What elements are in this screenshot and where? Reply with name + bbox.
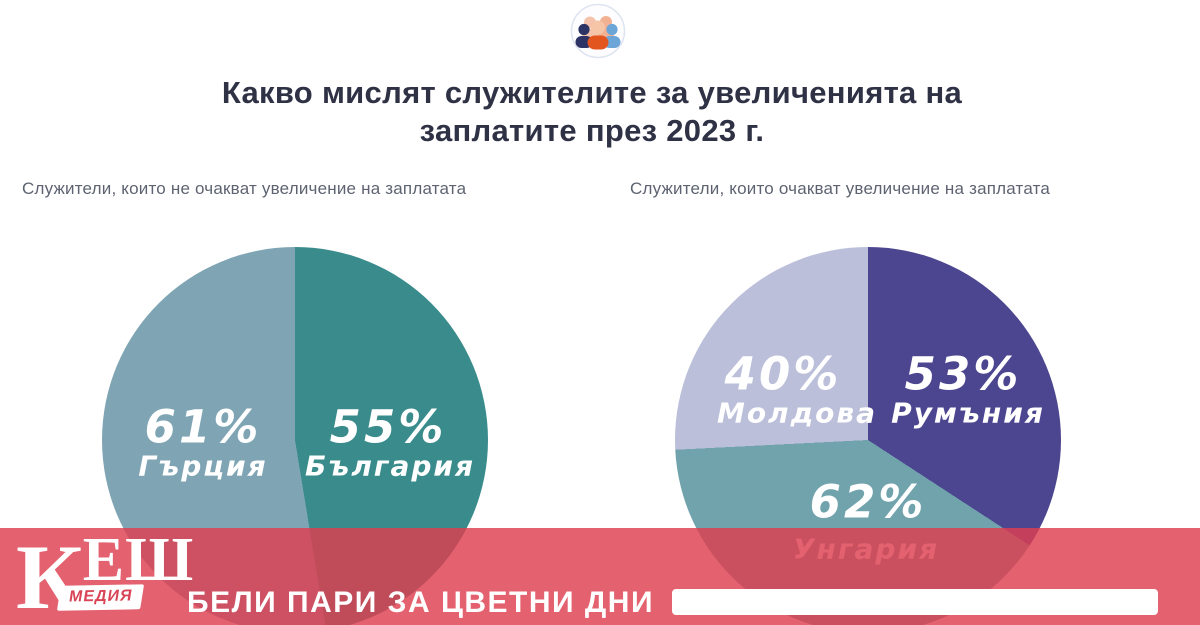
right-chart-subtitle: Служители, които очакват увеличение на з… <box>630 179 1051 198</box>
pie-label-country-moldova: Молдова <box>716 396 878 430</box>
pie-label-value-greece: 61% <box>144 400 262 454</box>
page-title-line1: Какво мислят служителите за увеличенията… <box>221 75 963 110</box>
pie-label-country-greece: Гърция <box>138 449 268 483</box>
pie-label-country-bulgaria: България <box>304 449 476 483</box>
logo-main-rest: ЕШ <box>82 526 195 594</box>
footer-tagline: БЕЛИ ПАРИ ЗА ЦВЕТНИ ДНИ <box>187 586 655 619</box>
logo-media-badge: МЕДИЯ <box>56 584 145 611</box>
people-group-icon <box>570 3 626 59</box>
pie-label-value-bulgaria: 55% <box>329 400 447 454</box>
page-title-line2: заплатите през 2023 г. <box>419 113 765 148</box>
left-chart-subtitle: Служители, които не очакват увеличение н… <box>22 179 467 198</box>
page-title: Какво мислят служителите за увеличенията… <box>0 74 1184 150</box>
pie-label-country-romania: Румъния <box>891 396 1045 430</box>
footer-banner: КЕШ МЕДИЯ БЕЛИ ПАРИ ЗА ЦВЕТНИ ДНИ <box>0 528 1200 625</box>
banner-white-bar <box>672 589 1158 615</box>
pie-label-value-moldova: 40% <box>724 347 842 401</box>
pie-label-value-hungary: 62% <box>809 475 927 529</box>
pie-label-value-romania: 53% <box>904 347 1022 401</box>
